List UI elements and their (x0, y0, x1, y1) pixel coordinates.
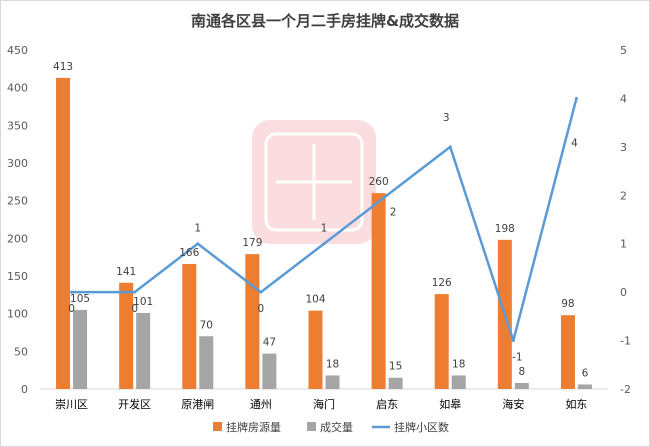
data-label-listings: 126 (432, 277, 452, 289)
y-left-tick-label: 150 (7, 270, 28, 283)
watermark-logo (252, 120, 376, 244)
bar-deals (136, 312, 151, 389)
line-point (385, 193, 389, 197)
y-left-tick-label: 50 (14, 345, 28, 358)
y-left-tick-label: 300 (7, 157, 28, 170)
data-label-deals: 18 (326, 358, 339, 370)
y-right-tick-label: 0 (620, 286, 627, 299)
y-left-tick-label: 450 (7, 44, 28, 57)
bar-listings (245, 254, 260, 389)
data-label-communities: -1 (512, 352, 522, 364)
y-left-tick-label: 400 (7, 82, 28, 95)
y-left-tick-label: 250 (7, 195, 28, 208)
data-label-deals: 105 (70, 293, 90, 305)
legend-swatch (307, 422, 316, 431)
y-right-tick-label: -2 (620, 383, 631, 396)
y-left-tick-label: 350 (7, 119, 28, 132)
x-category-label: 如东 (565, 397, 587, 411)
x-category-label: 开发区 (118, 397, 151, 411)
data-label-listings: 141 (116, 266, 136, 278)
y-right-tick-label: 3 (620, 141, 627, 154)
x-category-label: 崇川区 (55, 398, 88, 411)
x-category-label: 海门 (313, 397, 335, 411)
legend-label: 挂牌小区数 (394, 420, 449, 434)
x-category-label: 启东 (376, 398, 398, 411)
bar-deals (199, 336, 214, 389)
bar-listings (119, 282, 134, 389)
line-point (196, 242, 200, 246)
y-left-tick-label: 0 (21, 383, 28, 396)
x-category-label: 原港闸 (181, 398, 214, 411)
bar-listings (56, 77, 71, 389)
legend-swatch (213, 422, 222, 431)
data-label-communities: 0 (68, 303, 75, 315)
chart-title: 南通各区县一个月二手房挂牌&成交数据 (190, 12, 460, 30)
data-label-listings: 179 (242, 237, 262, 249)
bar-deals (262, 353, 277, 389)
data-label-communities: 1 (321, 223, 328, 235)
bar-deals (388, 377, 403, 389)
y-right-tick-label: 2 (620, 189, 627, 202)
data-label-communities: 0 (131, 303, 138, 315)
data-label-communities: 1 (194, 223, 201, 235)
y-right-tick-label: 4 (620, 92, 627, 105)
y-right-tick-label: -1 (620, 335, 631, 348)
y-right-tick-label: 1 (620, 238, 627, 251)
data-label-listings: 98 (561, 298, 574, 310)
data-label-communities: 2 (390, 206, 397, 218)
data-label-deals: 6 (582, 367, 589, 379)
x-category-label: 如皋 (439, 397, 461, 411)
bar-listings (371, 193, 386, 389)
data-label-deals: 15 (389, 361, 402, 373)
data-label-communities: 3 (443, 112, 450, 124)
data-label-listings: 260 (369, 176, 389, 188)
data-label-deals: 18 (452, 358, 465, 370)
bar-deals (514, 382, 529, 389)
line-point (133, 290, 137, 294)
line-point (322, 242, 326, 246)
data-label-listings: 198 (495, 223, 515, 235)
line-point (259, 290, 263, 294)
data-label-listings: 413 (53, 61, 73, 73)
legend-label: 挂牌房源量 (226, 420, 281, 434)
data-label-communities: 0 (258, 303, 265, 315)
line-point (511, 339, 515, 343)
data-label-deals: 47 (263, 337, 276, 349)
data-label-deals: 101 (133, 296, 153, 308)
line-point (574, 96, 578, 100)
line-point (448, 145, 452, 149)
bar-deals (73, 309, 88, 389)
bar-listings (308, 310, 323, 389)
data-label-deals: 70 (200, 319, 213, 331)
legend-label: 成交量 (320, 420, 353, 434)
bar-deals (325, 375, 340, 389)
data-label-communities: 4 (571, 137, 578, 149)
y-right-tick-label: 5 (620, 44, 627, 57)
data-label-listings: 166 (179, 247, 199, 259)
bar-deals (577, 384, 592, 389)
bar-deals (451, 375, 466, 389)
bar-listings (182, 263, 197, 389)
data-label-deals: 8 (518, 366, 525, 378)
y-left-tick-label: 100 (7, 308, 28, 321)
line-point (70, 290, 74, 294)
x-category-label: 海安 (502, 397, 524, 411)
bar-listings (560, 315, 575, 389)
x-category-label: 通州 (250, 398, 272, 411)
data-label-listings: 104 (305, 294, 325, 306)
y-left-tick-label: 200 (7, 232, 28, 245)
bar-listings (434, 294, 449, 389)
